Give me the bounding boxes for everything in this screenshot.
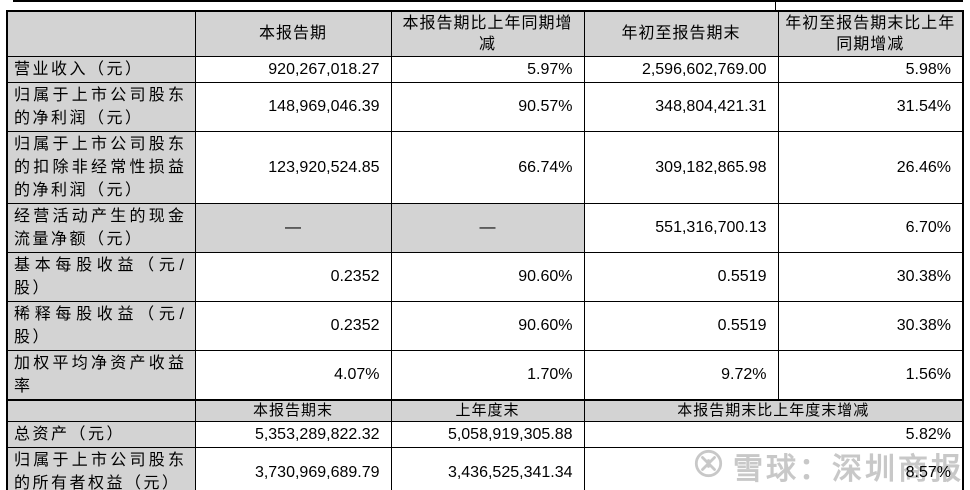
table-row-weighted-avg-roe: 加权平均净资产收益率 4.07% 1.70% 9.72% 1.56%: [6, 349, 964, 400]
cell-current-change: 66.74%: [390, 130, 585, 204]
cell-ytd: 551,316,700.13: [583, 202, 779, 253]
cell-ytd-change: 6.70%: [777, 202, 964, 253]
row-label: 经营活动产生的现金流量净额（元）: [6, 202, 196, 253]
cell-ytd-change: 5.98%: [777, 55, 964, 83]
row-label: 归属于上市公司股东的净利润（元）: [6, 81, 196, 132]
table-header-row-2: 本报告期末 上年度末 本报告期末比上年度末增减: [6, 398, 964, 422]
cell-ytd: 0.5519: [583, 300, 779, 351]
cell-ytd: 309,182,865.98: [583, 130, 779, 204]
financial-summary-table: 本报告期 本报告期比上年同期增减 年初至报告期末 年初至报告期末比上年同期增减 …: [6, 10, 964, 490]
cropped-row-bottom-border: [13, 0, 963, 2]
row-label: 基本每股收益（元/股）: [6, 251, 196, 302]
header-ytd: 年初至报告期末: [583, 10, 779, 57]
cell-current-change: 1.70%: [390, 349, 585, 400]
cell-ytd: 2,596,602,769.00: [583, 55, 779, 83]
table-row-owners-equity: 归属于上市公司股东的所有者权益（元） 3,730,969,689.79 3,43…: [6, 447, 964, 490]
cell-current: 4.07%: [194, 349, 392, 400]
table-row-net-profit-excl-nonrecurring: 归属于上市公司股东的扣除非经常性损益的净利润（元） 123,920,524.85…: [6, 130, 964, 204]
cell-ytd-change: 26.46%: [777, 130, 964, 204]
table-row-diluted-eps: 稀释每股收益（元/股） 0.2352 90.60% 0.5519 30.38%: [6, 300, 964, 351]
cell-current: 148,969,046.39: [194, 81, 392, 132]
row-label: 加权平均净资产收益率: [6, 349, 196, 400]
cell-ytd-change: 31.54%: [777, 81, 964, 132]
cell-current: 0.2352: [194, 251, 392, 302]
cell-ytd-change: 1.56%: [777, 349, 964, 400]
cropped-row-column-border: [775, 0, 776, 10]
row-label: 归属于上市公司股东的所有者权益（元）: [6, 447, 196, 490]
header-corner-cell: [6, 10, 196, 57]
header-ytd-change: 年初至报告期末比上年同期增减: [777, 10, 964, 57]
header-period-end-change: 本报告期末比上年度末增减: [583, 398, 964, 422]
row-label: 总资产（元）: [6, 421, 196, 448]
row-label: 营业收入（元）: [6, 55, 196, 83]
cell-ytd: 9.72%: [583, 349, 779, 400]
cell-current-change: 90.60%: [390, 251, 585, 302]
cell-change: 8.57%: [583, 447, 964, 490]
header-current-period-change: 本报告期比上年同期增减: [390, 10, 585, 57]
cell-ytd: 0.5519: [583, 251, 779, 302]
cell-current-dash: —: [194, 202, 392, 253]
table-header-row-1: 本报告期 本报告期比上年同期增减 年初至报告期末 年初至报告期末比上年同期增减: [6, 10, 964, 57]
table-row-total-assets: 总资产（元） 5,353,289,822.32 5,058,919,305.88…: [6, 421, 964, 448]
cell-current-change-dash: —: [390, 202, 585, 253]
cell-current: 0.2352: [194, 300, 392, 351]
table-row-basic-eps: 基本每股收益（元/股） 0.2352 90.60% 0.5519 30.38%: [6, 251, 964, 302]
header2-corner-cell: [6, 398, 196, 422]
table-row-revenue: 营业收入（元） 920,267,018.27 5.97% 2,596,602,7…: [6, 55, 964, 83]
header-current-period: 本报告期: [194, 10, 392, 57]
cell-current-change: 90.57%: [390, 81, 585, 132]
cell-current: 920,267,018.27: [194, 55, 392, 83]
cell-ytd-change: 30.38%: [777, 300, 964, 351]
table-row-operating-cash-flow: 经营活动产生的现金流量净额（元） — — 551,316,700.13 6.70…: [6, 202, 964, 253]
cell-current-change: 5.97%: [390, 55, 585, 83]
cell-current-change: 90.60%: [390, 300, 585, 351]
cell-change: 5.82%: [583, 421, 964, 448]
cell-ytd: 348,804,421.31: [583, 81, 779, 132]
cell-period-end: 5,353,289,822.32: [194, 421, 392, 448]
row-label: 稀释每股收益（元/股）: [6, 300, 196, 351]
header-period-end: 本报告期末: [194, 398, 392, 422]
cell-prior-year-end: 5,058,919,305.88: [390, 421, 585, 448]
cell-period-end: 3,730,969,689.79: [194, 447, 392, 490]
table-row-net-profit: 归属于上市公司股东的净利润（元） 148,969,046.39 90.57% 3…: [6, 81, 964, 132]
row-label: 归属于上市公司股东的扣除非经常性损益的净利润（元）: [6, 130, 196, 204]
cell-ytd-change: 30.38%: [777, 251, 964, 302]
cell-prior-year-end: 3,436,525,341.34: [390, 447, 585, 490]
header-prior-year-end: 上年度末: [390, 398, 585, 422]
cell-current: 123,920,524.85: [194, 130, 392, 204]
